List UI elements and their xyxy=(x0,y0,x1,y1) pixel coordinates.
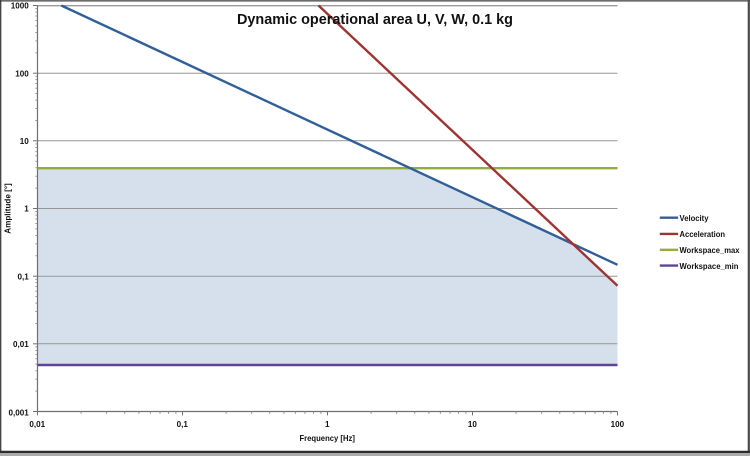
svg-text:1: 1 xyxy=(24,205,29,214)
svg-text:1000: 1000 xyxy=(11,2,30,11)
svg-text:0,1: 0,1 xyxy=(18,272,30,281)
svg-text:1: 1 xyxy=(325,420,330,429)
svg-text:10: 10 xyxy=(468,420,478,429)
svg-text:0,01: 0,01 xyxy=(13,340,29,349)
svg-text:Frequency [Hz]: Frequency [Hz] xyxy=(300,433,356,443)
svg-text:0,001: 0,001 xyxy=(9,408,30,417)
svg-text:Amplitude [°]: Amplitude [°] xyxy=(4,183,13,234)
svg-text:0,01: 0,01 xyxy=(29,420,45,429)
svg-text:10: 10 xyxy=(20,137,30,146)
svg-text:100: 100 xyxy=(15,69,29,78)
svg-text:100: 100 xyxy=(611,420,625,429)
svg-text:Acceleration: Acceleration xyxy=(680,230,726,239)
svg-text:Workspace_max: Workspace_max xyxy=(680,246,740,255)
svg-text:Dynamic operational area U, V,: Dynamic operational area U, V, W, 0.1 kg xyxy=(237,11,513,28)
svg-text:0,1: 0,1 xyxy=(177,420,189,429)
svg-text:Workspace_min: Workspace_min xyxy=(680,262,739,271)
svg-text:Velocity: Velocity xyxy=(680,214,709,223)
